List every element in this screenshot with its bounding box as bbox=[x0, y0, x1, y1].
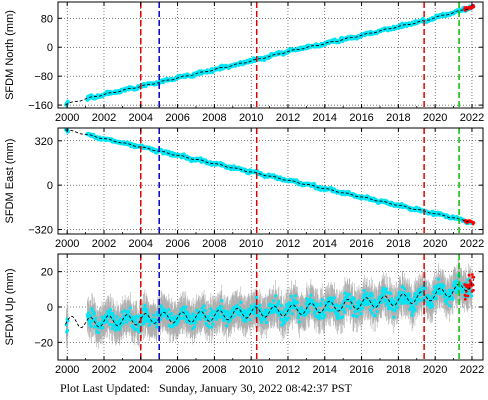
x-tick-label: 2018 bbox=[386, 364, 410, 376]
y-tick-label: −80 bbox=[34, 71, 53, 83]
plot-content bbox=[58, 254, 483, 360]
x-tick-label: 2000 bbox=[55, 238, 79, 250]
model-line bbox=[65, 7, 471, 106]
y-tick-label: 0 bbox=[47, 302, 53, 314]
x-tick-label: 2020 bbox=[423, 238, 447, 250]
y-tick-label: 0 bbox=[47, 42, 53, 54]
x-tick-label: 2008 bbox=[202, 112, 226, 124]
y-tick-label: −20 bbox=[34, 337, 53, 349]
footer-timestamp: Sunday, January 30, 2022 08:42:37 PST bbox=[159, 381, 352, 395]
x-tick-label: 2016 bbox=[349, 238, 373, 250]
x-tick-label: 2008 bbox=[202, 364, 226, 376]
x-tick-label: 2000 bbox=[55, 112, 79, 124]
y-tick-label: 320 bbox=[35, 136, 53, 148]
recent-points bbox=[463, 219, 476, 226]
x-tick-label: 2002 bbox=[92, 112, 116, 124]
x-tick-label: 2014 bbox=[313, 238, 337, 250]
x-tick-label: 2006 bbox=[165, 364, 189, 376]
x-tick-label: 2014 bbox=[313, 364, 337, 376]
x-tick-label: 2004 bbox=[129, 238, 153, 250]
panel-up: 2000 2002 2004 2006 2008 2010 2012 2014 2016 2018… bbox=[4, 253, 484, 376]
plot-updated-footer: Plot Last Updated: Sunday, January 30, 2… bbox=[60, 381, 352, 396]
x-tick-label: 2008 bbox=[202, 238, 226, 250]
plot-content bbox=[58, 128, 483, 234]
x-tick-label: 2018 bbox=[386, 112, 410, 124]
data-points bbox=[64, 4, 474, 107]
x-tick-label: 2020 bbox=[423, 364, 447, 376]
y-tick-label: 20 bbox=[41, 267, 53, 279]
x-tick-label: 2016 bbox=[349, 364, 373, 376]
x-tick-label: 2004 bbox=[129, 112, 153, 124]
x-tick-label: 2014 bbox=[313, 112, 337, 124]
plot-frame bbox=[57, 1, 484, 109]
y-axis-label: SFDM Up (mm) bbox=[4, 269, 16, 346]
y-tick-label: −160 bbox=[28, 100, 53, 112]
x-tick-label: 2006 bbox=[165, 112, 189, 124]
x-tick-label: 2020 bbox=[423, 112, 447, 124]
plot-frame bbox=[57, 127, 484, 235]
x-tick-label: 2010 bbox=[239, 364, 263, 376]
y-axis-label: SFDM North (mm) bbox=[4, 10, 16, 100]
y-tick-label: 0 bbox=[47, 180, 53, 192]
x-tick-label: 2004 bbox=[129, 364, 153, 376]
footer-label: Plot Last Updated: bbox=[60, 381, 150, 395]
model-line bbox=[65, 279, 475, 329]
x-tick-label: 2022 bbox=[460, 364, 484, 376]
x-tick-label: 2016 bbox=[349, 112, 373, 124]
y-tick-label: 80 bbox=[41, 13, 53, 25]
x-tick-label: 2012 bbox=[276, 238, 300, 250]
panel-east: 2000 2002 2004 2006 2008 2010 2012 2014 2016 2018… bbox=[4, 127, 484, 250]
panel-north: 2000 2002 2004 2006 2008 2010 2012 2014 2016 2018… bbox=[4, 1, 484, 124]
x-tick-label: 2012 bbox=[276, 112, 300, 124]
x-tick-label: 2012 bbox=[276, 364, 300, 376]
x-tick-label: 2018 bbox=[386, 238, 410, 250]
x-tick-label: 2010 bbox=[239, 238, 263, 250]
plot-content bbox=[58, 2, 483, 108]
y-axis-label: SFDM East (mm) bbox=[4, 139, 16, 224]
x-tick-label: 2000 bbox=[55, 364, 79, 376]
x-tick-label: 2002 bbox=[92, 238, 116, 250]
x-tick-label: 2006 bbox=[165, 238, 189, 250]
data-points bbox=[64, 273, 474, 335]
recent-points bbox=[463, 273, 476, 301]
x-tick-label: 2022 bbox=[460, 238, 484, 250]
x-tick-label: 2002 bbox=[92, 364, 116, 376]
x-tick-label: 2022 bbox=[460, 112, 484, 124]
y-tick-label: −320 bbox=[28, 225, 53, 237]
x-tick-label: 2010 bbox=[239, 112, 263, 124]
